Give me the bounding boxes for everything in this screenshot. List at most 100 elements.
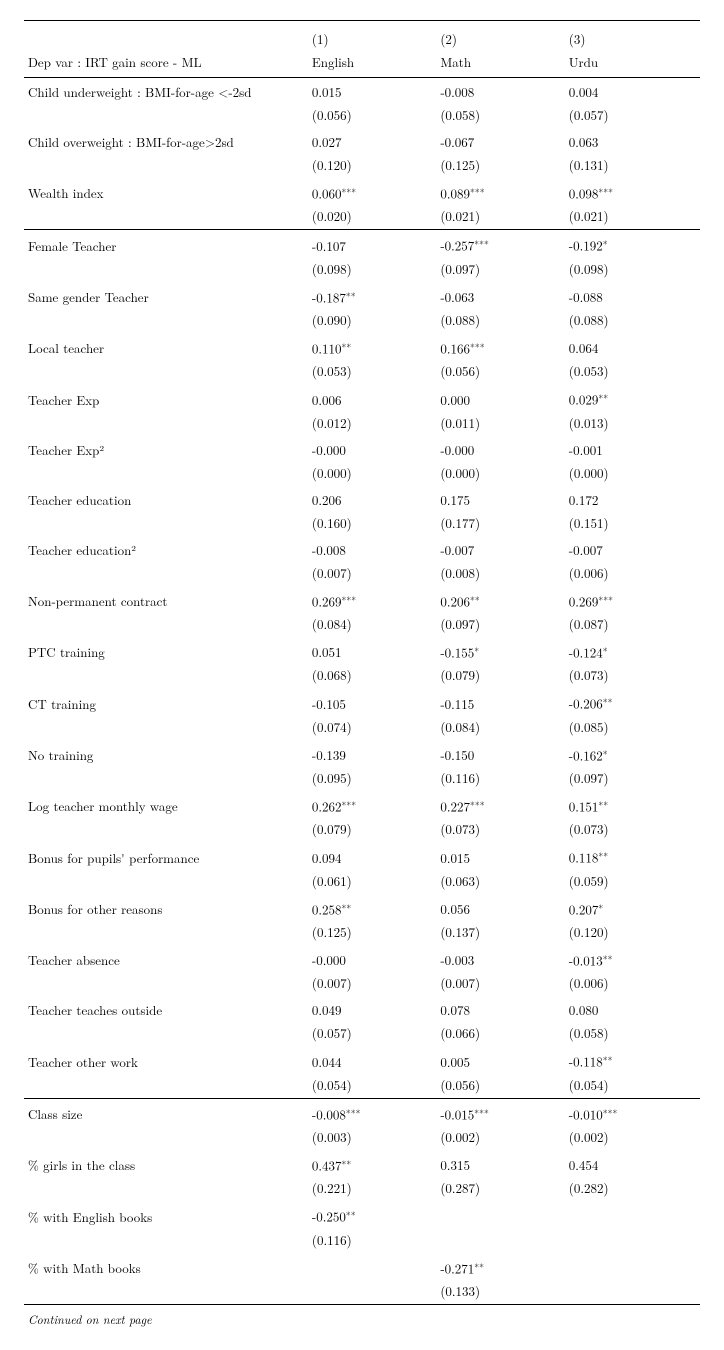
coef-c2: -0.000 <box>436 436 564 461</box>
row-label-empty <box>24 511 308 536</box>
se-c2: (0.056) <box>436 1073 564 1099</box>
coef-c3: 0.080 <box>565 996 700 1021</box>
se-c1: (0.061) <box>308 869 436 894</box>
se-c2: (0.058) <box>436 103 564 128</box>
se-c2: (0.088) <box>436 308 564 333</box>
se-c1: (0.160) <box>308 511 436 536</box>
col-num-2: (2) <box>436 21 564 51</box>
se-c2: (0.063) <box>436 869 564 894</box>
coef-c2: -0.257∗∗∗ <box>436 230 564 257</box>
row-label-empty <box>24 869 308 894</box>
coef-c3: 0.207∗ <box>565 894 700 920</box>
header-empty <box>24 21 308 51</box>
coef-c2: -0.008 <box>436 78 564 104</box>
coef-c1: 0.437∗∗ <box>308 1150 436 1176</box>
coef-c1: 0.044 <box>308 1046 436 1072</box>
coef-c2: -0.150 <box>436 740 564 766</box>
coef-c2: -0.007 <box>436 536 564 561</box>
coef-c3: -0.013∗∗ <box>565 945 700 971</box>
se-c3: (0.120) <box>565 920 700 945</box>
se-c3: (0.059) <box>565 869 700 894</box>
se-c3: (0.053) <box>565 359 700 384</box>
row-label: Teacher absence <box>24 945 308 971</box>
row-label: Teacher Exp <box>24 384 308 410</box>
se-c3: (0.013) <box>565 411 700 436</box>
row-label-empty <box>24 663 308 688</box>
coef-c2 <box>436 1201 564 1227</box>
se-c3: (0.131) <box>565 153 700 178</box>
se-c3: (0.073) <box>565 817 700 842</box>
coef-c1: 0.269∗∗∗ <box>308 586 436 612</box>
se-c1: (0.056) <box>308 103 436 128</box>
se-c3: (0.073) <box>565 663 700 688</box>
se-c1: (0.095) <box>308 766 436 791</box>
se-c3: (0.006) <box>565 971 700 996</box>
row-label: Same gender Teacher <box>24 282 308 308</box>
col-label-2: Math <box>436 50 564 78</box>
table-footer: Continued on next page <box>24 1304 700 1330</box>
col-label-3: Urdu <box>565 50 700 78</box>
regression-table: (1)(2)(3)Dep var : IRT gain score - MLEn… <box>24 20 700 1330</box>
coef-c1: 0.060∗∗∗ <box>308 178 436 204</box>
coef-c2: 0.315 <box>436 1150 564 1176</box>
row-label-empty <box>24 103 308 128</box>
row-label: Teacher other work <box>24 1046 308 1072</box>
se-c3: (0.088) <box>565 308 700 333</box>
coef-c3: -0.010∗∗∗ <box>565 1098 700 1125</box>
coef-c1: -0.105 <box>308 688 436 714</box>
row-label: % girls in the class <box>24 1150 308 1176</box>
row-label: CT training <box>24 688 308 714</box>
row-label: Teacher teaches outside <box>24 996 308 1021</box>
se-c3: (0.282) <box>565 1176 700 1201</box>
coef-c1: -0.000 <box>308 436 436 461</box>
coef-c1: -0.139 <box>308 740 436 766</box>
row-label-empty <box>24 411 308 436</box>
se-c1: (0.125) <box>308 920 436 945</box>
se-c1: (0.003) <box>308 1125 436 1150</box>
row-label: No training <box>24 740 308 766</box>
coef-c3: -0.007 <box>565 536 700 561</box>
coef-c1: 0.262∗∗∗ <box>308 791 436 817</box>
coef-c3: 0.151∗∗ <box>565 791 700 817</box>
row-label: Class size <box>24 1098 308 1125</box>
se-c1: (0.020) <box>308 204 436 230</box>
coef-c2: 0.175 <box>436 486 564 511</box>
se-c2: (0.007) <box>436 971 564 996</box>
row-label-empty <box>24 461 308 486</box>
se-c2: (0.177) <box>436 511 564 536</box>
se-c2: (0.002) <box>436 1125 564 1150</box>
row-label-empty <box>24 766 308 791</box>
se-c2: (0.079) <box>436 663 564 688</box>
se-c3: (0.057) <box>565 103 700 128</box>
row-label: PTC training <box>24 637 308 663</box>
row-label: Child underweight : BMI-for-age <-2sd <box>24 78 308 104</box>
se-c1: (0.012) <box>308 411 436 436</box>
se-c1: (0.098) <box>308 257 436 282</box>
row-label: % with English books <box>24 1201 308 1227</box>
col-num-3: (3) <box>565 21 700 51</box>
row-label-empty <box>24 1073 308 1099</box>
coef-c3: 0.118∗∗ <box>565 842 700 868</box>
row-label-empty <box>24 817 308 842</box>
coef-c2: -0.003 <box>436 945 564 971</box>
se-c1: (0.068) <box>308 663 436 688</box>
row-label-empty <box>24 612 308 637</box>
row-label-empty <box>24 1125 308 1150</box>
coef-c1: 0.049 <box>308 996 436 1021</box>
row-label-empty <box>24 257 308 282</box>
se-c2: (0.097) <box>436 257 564 282</box>
se-c1: (0.079) <box>308 817 436 842</box>
coef-c3: 0.172 <box>565 486 700 511</box>
se-c2: (0.084) <box>436 715 564 740</box>
row-label-empty <box>24 1228 308 1253</box>
se-c3: (0.085) <box>565 715 700 740</box>
row-label: Teacher education <box>24 486 308 511</box>
se-c3: (0.006) <box>565 561 700 586</box>
se-c1: (0.054) <box>308 1073 436 1099</box>
row-label: Log teacher monthly wage <box>24 791 308 817</box>
coef-c1: -0.187∗∗ <box>308 282 436 308</box>
coef-c3: 0.269∗∗∗ <box>565 586 700 612</box>
coef-c2: 0.227∗∗∗ <box>436 791 564 817</box>
se-c2: (0.097) <box>436 612 564 637</box>
se-c1: (0.000) <box>308 461 436 486</box>
